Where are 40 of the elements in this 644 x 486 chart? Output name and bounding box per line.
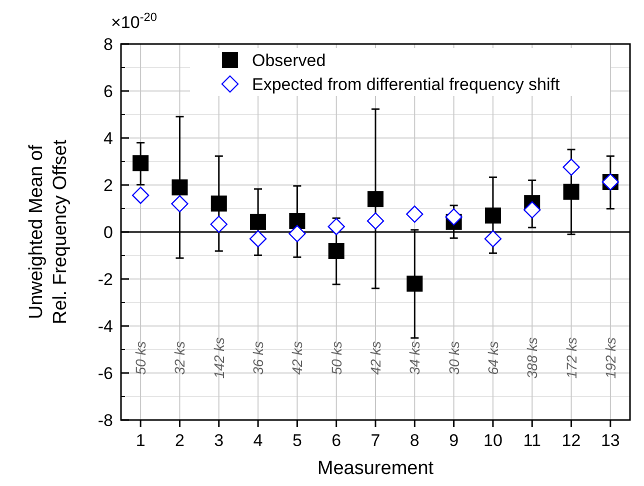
annotation: 388 ks — [524, 337, 540, 379]
annotation: 192 ks — [602, 337, 618, 379]
x-tick-label: 11 — [523, 431, 541, 450]
y-tick-label: 2 — [104, 176, 113, 195]
x-tick-label: 5 — [292, 431, 302, 450]
y-tick-label: -4 — [98, 316, 113, 336]
x-axis-title: Measurement — [317, 458, 434, 479]
legend-label: Expected from differential frequency shift — [252, 74, 560, 94]
annotation: 42 ks — [368, 341, 384, 375]
annotation: 36 ks — [250, 341, 266, 375]
x-tick-label: 6 — [332, 431, 342, 450]
x-tick-label: 4 — [253, 431, 263, 450]
x-tick-label: 9 — [449, 431, 459, 450]
y-tick-label: 4 — [104, 128, 113, 148]
annotation: 34 ks — [406, 341, 423, 375]
annotation: 172 ks — [563, 337, 580, 379]
y-tick-label: -8 — [98, 410, 113, 430]
legend-label: Observed — [252, 50, 326, 70]
annotation: 64 ks — [484, 341, 501, 375]
annotation: 50 ks — [328, 341, 344, 375]
x-tick-label: 3 — [214, 431, 224, 450]
y-axis-title: Unweighted Mean of Rel. Frequency Offset — [26, 139, 71, 324]
x-tick-label: 10 — [484, 431, 502, 450]
x-tick-label: 7 — [370, 431, 380, 450]
annotation: 30 ks — [446, 341, 462, 375]
x-tick-label: 12 — [562, 431, 581, 450]
y-tick-label: -2 — [98, 270, 113, 289]
annotation: 32 ks — [172, 341, 188, 375]
y-tick-label: 6 — [104, 82, 113, 101]
annotation: 42 ks — [289, 341, 306, 375]
y-tick-label: 8 — [104, 34, 113, 54]
annotation: 142 ks — [210, 337, 227, 379]
x-tick-label: 2 — [174, 431, 184, 450]
y-tick-label: -6 — [98, 364, 113, 383]
text: ×10$^{-20}$ — [111, 10, 158, 32]
x-tick-label: 13 — [600, 431, 620, 450]
annotation: 50 ks — [132, 341, 149, 375]
x-tick-label: 1 — [136, 431, 146, 450]
y-tick-label: 0 — [104, 222, 113, 242]
x-tick-label: 8 — [410, 431, 420, 450]
